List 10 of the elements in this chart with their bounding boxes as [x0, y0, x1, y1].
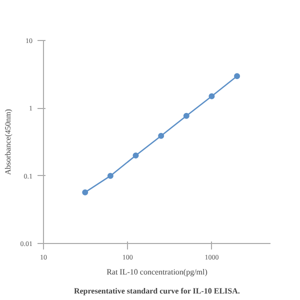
- point: [183, 112, 190, 119]
- point: [82, 189, 88, 196]
- point: [208, 93, 215, 100]
- y-axis-title: Absorbance(450nm): [3, 108, 12, 175]
- x-axis-title: Rat IL-10 concentration(pg/ml): [106, 268, 208, 276]
- point: [234, 73, 240, 80]
- text: Representative standard curve for IL-10 ELISA.: [74, 286, 240, 296]
- point: [107, 172, 114, 179]
- point: [158, 132, 164, 139]
- point: [132, 152, 139, 158]
